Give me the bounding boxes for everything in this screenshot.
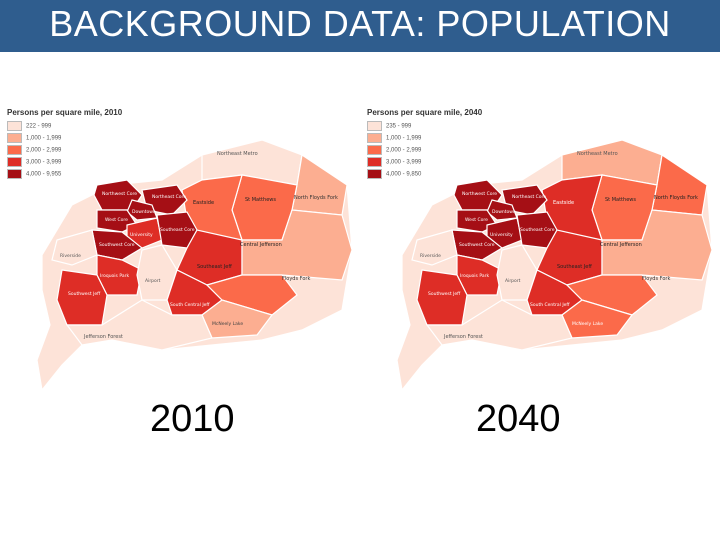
label-north-floyds-fork: North Floyds Fork: [294, 195, 338, 201]
legend-item: 3,000 - 3,999: [367, 157, 422, 167]
legend-swatch: [367, 121, 382, 131]
label-iroquois-park: Iroquois Park: [460, 273, 489, 279]
label-southeast-jeff: Southeast Jeff: [557, 264, 592, 270]
legend-title: Persons per square mile, 2040: [367, 108, 483, 117]
map-2040-svg: Northeast Metro North Floyds Fork St Mat…: [396, 139, 713, 392]
legend-label: 2,000 - 2,999: [26, 147, 62, 154]
label-st-matthews: St Matthews: [245, 197, 276, 203]
legend-item: 222 - 999: [7, 121, 52, 131]
label-central-jefferson: Central Jefferson: [600, 242, 642, 248]
label-northeast-metro: Northeast Metro: [577, 151, 618, 157]
map-2010-svg: Northeast Metro North Floyds Fork St Mat…: [36, 139, 353, 392]
legend-label: 1,000 - 1,999: [26, 135, 62, 142]
label-university: University: [130, 232, 153, 238]
district-downtown: [486, 199, 518, 221]
legend-label: 2,000 - 2,999: [386, 147, 422, 154]
label-downtown: Downtown: [492, 209, 516, 215]
label-jefferson-forest: Jefferson Forest: [443, 334, 483, 340]
legend-label: 3,000 - 3,999: [26, 159, 62, 166]
district-north-floyds-fork: [291, 153, 348, 216]
label-southwest-core: Southwest Core: [99, 242, 135, 248]
legend-item: 3,000 - 3,999: [7, 157, 62, 167]
label-west-core: West Core: [105, 217, 128, 223]
label-central-jefferson: Central Jefferson: [240, 242, 282, 248]
legend-title: Persons per square mile, 2010: [7, 108, 123, 117]
legend-swatch: [367, 169, 382, 179]
legend-swatch: [7, 133, 22, 143]
legend-swatch: [7, 145, 22, 155]
legend-item: 2,000 - 2,999: [7, 145, 62, 155]
label-southwest-core: Southwest Core: [459, 242, 495, 248]
label-eastside: Eastside: [553, 200, 574, 206]
label-floyds-fork: Floyds Fork: [282, 276, 310, 282]
legend-item: 4,000 - 9,850: [367, 169, 422, 179]
district-jefferson-forest: [425, 299, 573, 351]
label-st-matthews: St Matthews: [605, 197, 636, 203]
legend-label: 1,000 - 1,999: [386, 135, 422, 142]
label-south-central-jeff: South Central Jeff: [530, 302, 570, 308]
legend-label: 222 - 999: [26, 123, 52, 130]
legend-swatch: [7, 121, 22, 131]
slide-title: BACKGROUND DATA: POPULATION: [49, 3, 671, 44]
label-university: University: [490, 232, 513, 238]
legend-swatch: [367, 157, 382, 167]
label-southeast-core: Southeast Core: [160, 227, 195, 233]
label-southwest-jeff: Southwest Jeff: [428, 291, 461, 297]
label-northwest-core: Northwest Core: [102, 191, 137, 197]
label-mcneely-lake: McNeely Lake: [572, 321, 603, 327]
district-riverside: [411, 229, 458, 266]
title-bar: [0, 0, 720, 52]
label-northwest-core: Northwest Core: [462, 191, 497, 197]
label-jefferson-forest: Jefferson Forest: [83, 334, 123, 340]
label-northeast-core: Northeast Core: [512, 194, 546, 200]
year-label-2040: 2040: [476, 398, 561, 440]
map-2040: Northeast Metro North Floyds Fork St Mat…: [362, 100, 713, 400]
legend-item: 235 - 999: [367, 121, 412, 131]
legend-label: 3,000 - 3,999: [386, 159, 422, 166]
map-2010: Northeast Metro North Floyds Fork St Mat…: [2, 100, 353, 400]
label-iroquois-park: Iroquois Park: [100, 273, 129, 279]
legend-label: 235 - 999: [386, 123, 412, 130]
legend-swatch: [367, 145, 382, 155]
legend-item: 1,000 - 1,999: [367, 133, 422, 143]
label-downtown: Downtown: [132, 209, 156, 215]
year-label-2010: 2010: [150, 398, 235, 440]
legend-swatch: [367, 133, 382, 143]
label-eastside: Eastside: [193, 200, 214, 206]
district-jefferson-forest: [65, 299, 213, 351]
label-airport: Airport: [145, 278, 161, 284]
legend-swatch: [7, 157, 22, 167]
legend-swatch: [7, 169, 22, 179]
label-airport: Airport: [505, 278, 521, 284]
label-mcneely-lake: McNeely Lake: [212, 321, 243, 327]
label-south-central-jeff: South Central Jeff: [170, 302, 210, 308]
legend-item: 2,000 - 2,999: [367, 145, 422, 155]
label-west-core: West Core: [465, 217, 488, 223]
district-downtown: [126, 199, 158, 221]
district-riverside: [51, 229, 98, 266]
label-riverside: Riverside: [60, 253, 81, 259]
label-northeast-metro: Northeast Metro: [217, 151, 258, 157]
legend-label: 4,000 - 9,850: [386, 171, 422, 178]
label-north-floyds-fork: North Floyds Fork: [654, 195, 698, 201]
label-floyds-fork: Floyds Fork: [642, 276, 670, 282]
label-southeast-core: Southeast Core: [520, 227, 555, 233]
legend-label: 4,000 - 9,955: [26, 171, 62, 178]
legend-item: 4,000 - 9,955: [7, 169, 62, 179]
legend-item: 1,000 - 1,999: [7, 133, 62, 143]
label-southeast-jeff: Southeast Jeff: [197, 264, 232, 270]
label-northeast-core: Northeast Core: [152, 194, 186, 200]
district-north-floyds-fork: [651, 153, 708, 216]
label-southwest-jeff: Southwest Jeff: [68, 291, 101, 297]
label-riverside: Riverside: [420, 253, 441, 259]
